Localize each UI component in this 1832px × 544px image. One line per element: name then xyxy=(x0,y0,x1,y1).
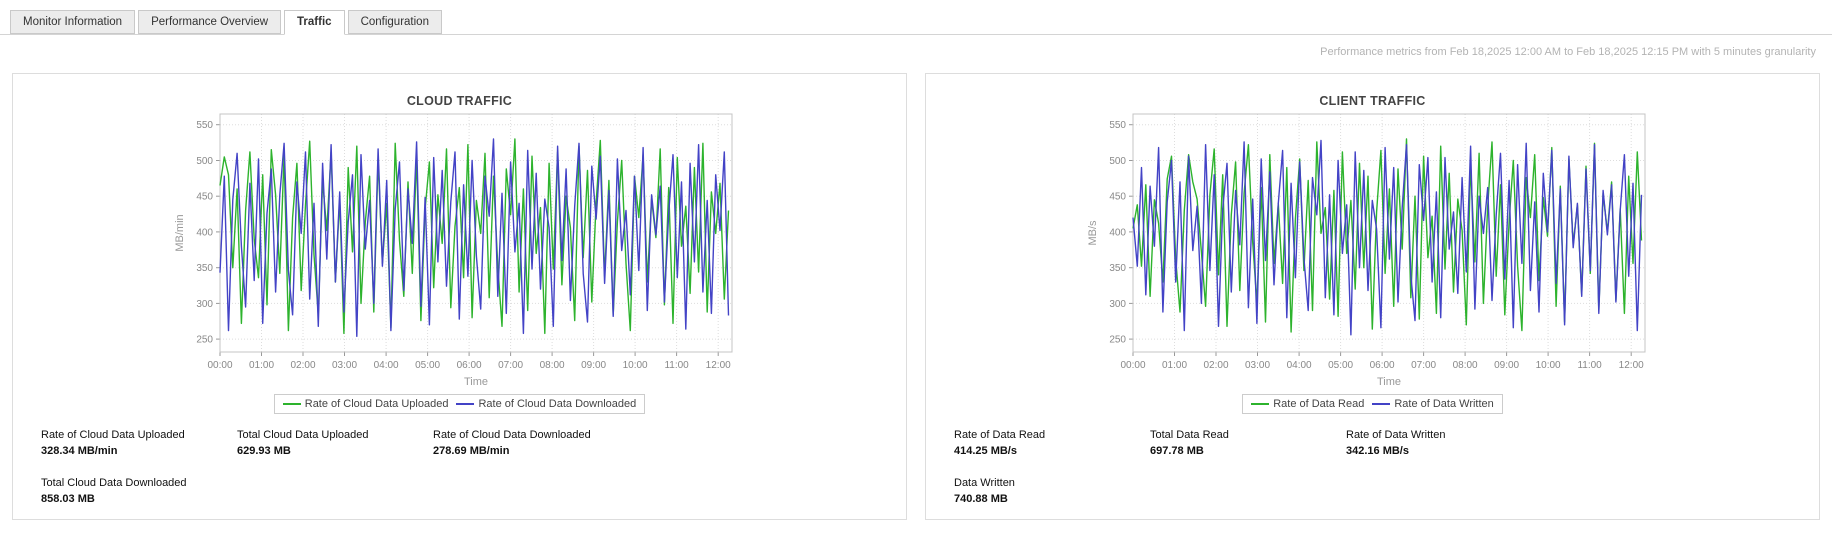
svg-text:09:00: 09:00 xyxy=(1494,360,1519,371)
cloud-traffic-legend: Rate of Cloud Data Uploaded Rate of Clou… xyxy=(273,394,646,414)
cloud-traffic-chart-title: CLOUD TRAFFIC xyxy=(406,94,513,108)
stat-data-written: Data Written 740.88 MB xyxy=(954,477,1150,505)
legend-label: Rate of Cloud Data Uploaded xyxy=(304,398,449,410)
svg-text:02:00: 02:00 xyxy=(1203,360,1228,371)
stat-rate-of-data-written: Rate of Data Written 342.16 MB/s xyxy=(1346,429,1809,457)
svg-text:11:00: 11:00 xyxy=(664,360,689,371)
svg-text:250: 250 xyxy=(1109,335,1126,346)
stat-total-data-read: Total Data Read 697.78 MB xyxy=(1150,429,1346,457)
svg-text:05:00: 05:00 xyxy=(415,360,440,371)
tab-configuration[interactable]: Configuration xyxy=(347,10,442,34)
stat-value: 740.88 MB xyxy=(954,493,1008,505)
traffic-panels: CLOUD TRAFFIC 250 300 350 400 450 500 550 00:00… xyxy=(0,61,1832,520)
svg-text:500: 500 xyxy=(196,156,213,167)
svg-text:350: 350 xyxy=(1109,263,1126,274)
svg-text:550: 550 xyxy=(1109,120,1126,131)
svg-text:00:00: 00:00 xyxy=(1120,360,1145,371)
legend-label: Rate of Cloud Data Downloaded xyxy=(478,398,637,410)
stat-label: Rate of Cloud Data Uploaded xyxy=(41,429,185,441)
stat-value: 278.69 MB/min xyxy=(433,445,510,457)
tab-performance-overview[interactable]: Performance Overview xyxy=(138,10,282,34)
stat-value: 697.78 MB xyxy=(1150,445,1204,457)
stat-label: Total Data Read xyxy=(1150,429,1229,441)
tab-bar: Monitor Information Performance Overview… xyxy=(0,0,1832,35)
svg-text:01:00: 01:00 xyxy=(248,360,273,371)
stat-total-cloud-data-uploaded: Total Cloud Data Uploaded 629.93 MB xyxy=(237,429,433,457)
stat-label: Rate of Data Read xyxy=(954,429,1046,441)
cloud-traffic-chart: 250 300 350 400 450 500 550 00:00 01:00 02:00 03:0… xyxy=(174,113,732,388)
cloud-traffic-stats: Rate of Cloud Data Uploaded 328.34 MB/mi… xyxy=(13,429,906,519)
svg-text:02:00: 02:00 xyxy=(290,360,315,371)
legend-item-cloud-uploaded[interactable]: Rate of Cloud Data Uploaded xyxy=(282,398,449,410)
svg-text:400: 400 xyxy=(196,227,213,238)
svg-text:04:00: 04:00 xyxy=(373,360,398,371)
svg-text:08:00: 08:00 xyxy=(539,360,564,371)
stat-rate-cloud-data-uploaded: Rate of Cloud Data Uploaded 328.34 MB/mi… xyxy=(41,429,237,457)
svg-text:06:00: 06:00 xyxy=(1369,360,1394,371)
svg-text:MB/s: MB/s xyxy=(1087,220,1099,246)
cloud-traffic-panel: CLOUD TRAFFIC 250 300 350 400 450 500 550 00:00… xyxy=(12,73,907,520)
svg-text:250: 250 xyxy=(196,335,213,346)
svg-text:300: 300 xyxy=(196,299,213,310)
stat-label: Rate of Cloud Data Downloaded xyxy=(433,429,591,441)
svg-text:400: 400 xyxy=(1109,227,1126,238)
stat-value: 342.16 MB/s xyxy=(1346,445,1409,457)
green-line-swatch-icon xyxy=(282,403,301,405)
client-traffic-chart-title: CLIENT TRAFFIC xyxy=(1319,94,1426,108)
svg-text:12:00: 12:00 xyxy=(1618,360,1643,371)
stat-label: Data Written xyxy=(954,477,1015,489)
stat-value: 414.25 MB/s xyxy=(954,445,1017,457)
stat-total-cloud-data-downloaded: Total Cloud Data Downloaded 858.03 MB xyxy=(41,477,237,505)
client-traffic-legend: Rate of Data Read Rate of Data Written xyxy=(1242,394,1503,414)
legend-label: Rate of Data Written xyxy=(1394,398,1494,410)
stat-label: Total Cloud Data Downloaded xyxy=(41,477,187,489)
legend-item-data-read[interactable]: Rate of Data Read xyxy=(1251,398,1364,410)
svg-text:10:00: 10:00 xyxy=(1535,360,1560,371)
blue-line-swatch-icon xyxy=(456,403,475,405)
legend-item-cloud-downloaded[interactable]: Rate of Cloud Data Downloaded xyxy=(456,398,636,410)
svg-text:08:00: 08:00 xyxy=(1452,360,1477,371)
client-traffic-stats: Rate of Data Read 414.25 MB/s Total Data… xyxy=(926,429,1819,519)
tab-traffic[interactable]: Traffic xyxy=(284,10,345,35)
svg-text:07:00: 07:00 xyxy=(498,360,523,371)
svg-text:500: 500 xyxy=(1109,156,1126,167)
svg-text:10:00: 10:00 xyxy=(622,360,647,371)
svg-text:300: 300 xyxy=(1109,299,1126,310)
tab-monitor-information[interactable]: Monitor Information xyxy=(10,10,136,34)
stat-rate-cloud-data-downloaded: Rate of Cloud Data Downloaded 278.69 MB/… xyxy=(433,429,896,457)
legend-item-data-written[interactable]: Rate of Data Written xyxy=(1372,398,1494,410)
svg-text:06:00: 06:00 xyxy=(456,360,481,371)
svg-text:07:00: 07:00 xyxy=(1411,360,1436,371)
svg-text:Time: Time xyxy=(463,376,487,388)
svg-text:05:00: 05:00 xyxy=(1328,360,1353,371)
svg-text:03:00: 03:00 xyxy=(331,360,356,371)
blue-line-swatch-icon xyxy=(1372,403,1391,405)
svg-text:MB/min: MB/min xyxy=(174,214,186,251)
client-traffic-panel: CLIENT TRAFFIC 250 300 350 400 450 500 550 00:0… xyxy=(925,73,1820,520)
stat-rate-of-data-read: Rate of Data Read 414.25 MB/s xyxy=(954,429,1150,457)
svg-text:450: 450 xyxy=(196,192,213,203)
svg-text:Time: Time xyxy=(1376,376,1400,388)
client-traffic-chart: 250 300 350 400 450 500 550 00:00 01:00 02:00 03:0… xyxy=(1087,113,1645,388)
legend-label: Rate of Data Read xyxy=(1273,398,1365,410)
svg-text:04:00: 04:00 xyxy=(1286,360,1311,371)
stat-label: Total Cloud Data Uploaded xyxy=(237,429,369,441)
stat-label: Rate of Data Written xyxy=(1346,429,1446,441)
svg-text:12:00: 12:00 xyxy=(705,360,730,371)
svg-text:550: 550 xyxy=(196,120,213,131)
stat-value: 328.34 MB/min xyxy=(41,445,118,457)
stat-value: 858.03 MB xyxy=(41,493,95,505)
svg-text:450: 450 xyxy=(1109,192,1126,203)
svg-text:03:00: 03:00 xyxy=(1244,360,1269,371)
svg-text:00:00: 00:00 xyxy=(207,360,232,371)
svg-text:350: 350 xyxy=(196,263,213,274)
svg-text:11:00: 11:00 xyxy=(1577,360,1602,371)
svg-text:09:00: 09:00 xyxy=(581,360,606,371)
performance-metrics-note: Performance metrics from Feb 18,2025 12:… xyxy=(1320,46,1816,58)
stat-value: 629.93 MB xyxy=(237,445,291,457)
green-line-swatch-icon xyxy=(1251,403,1270,405)
svg-text:01:00: 01:00 xyxy=(1161,360,1186,371)
